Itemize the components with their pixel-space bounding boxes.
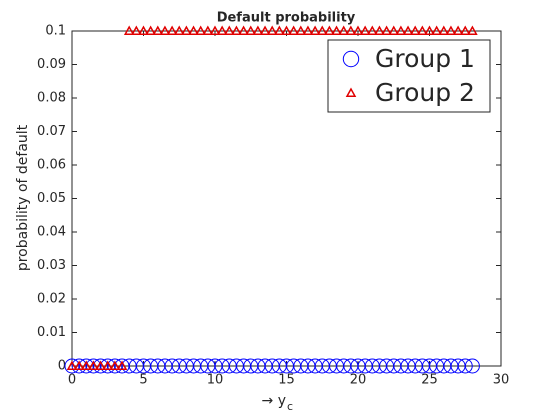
point [445, 25, 457, 35]
point [266, 25, 278, 35]
point [409, 25, 421, 35]
point [288, 25, 299, 35]
point [88, 360, 99, 370]
point [123, 25, 135, 35]
point [459, 25, 471, 35]
point [367, 25, 378, 35]
point [438, 25, 450, 35]
y-axis-label: probability of default [15, 124, 31, 271]
point [464, 358, 480, 374]
point [252, 25, 264, 35]
point [395, 25, 407, 35]
point [374, 25, 385, 35]
point [338, 25, 349, 35]
point [95, 360, 106, 370]
point [145, 25, 156, 35]
point [345, 25, 357, 35]
y-tick-label: 0.08 [37, 91, 66, 106]
y-tick-label: 0.03 [37, 258, 66, 273]
point [238, 25, 249, 35]
y-tick-label: 0.04 [37, 225, 66, 240]
y-tick-label: 0.07 [37, 124, 66, 139]
x-tick-label: 15 [278, 373, 295, 388]
chart-title: Default probability [217, 11, 356, 26]
x-tick-label: 10 [207, 373, 224, 388]
point [81, 360, 92, 370]
point [181, 25, 192, 35]
y-tick-label: 0.02 [37, 292, 66, 307]
y-tick-label: 0.01 [37, 325, 66, 340]
point [452, 25, 464, 35]
point [231, 25, 242, 35]
point [359, 25, 371, 35]
point [388, 25, 400, 35]
legend-marker [345, 87, 357, 97]
legend-label: Group 2 [375, 78, 475, 107]
point [417, 25, 428, 35]
point [467, 25, 478, 35]
point [324, 25, 335, 35]
point [224, 25, 235, 35]
point [381, 25, 392, 35]
point [402, 25, 414, 35]
point [109, 360, 121, 370]
point [259, 25, 271, 35]
point [316, 25, 328, 35]
x-tick-label: 20 [350, 373, 367, 388]
point [302, 25, 314, 35]
x-tick-label: 30 [493, 373, 510, 388]
x-tick-label: 25 [421, 373, 438, 388]
point [188, 25, 199, 35]
point [66, 360, 78, 370]
point [281, 25, 292, 35]
y-tick-label: 0 [58, 359, 66, 374]
legend-label: Group 1 [375, 44, 475, 73]
point [152, 25, 164, 35]
point [159, 25, 171, 35]
point [102, 360, 114, 370]
point [173, 25, 185, 35]
point [166, 25, 178, 35]
y-tick-label: 0.06 [37, 158, 66, 173]
point [309, 25, 321, 35]
point [431, 25, 442, 35]
point [138, 25, 149, 35]
y-tick-label: 0.1 [45, 24, 66, 39]
x-tick-label: 0 [68, 373, 76, 388]
point [245, 25, 257, 35]
point [202, 25, 214, 35]
y-tick-label: 0.09 [37, 57, 66, 72]
x-axis-label: → y [262, 393, 286, 409]
legend-marker [342, 50, 360, 68]
point [216, 25, 228, 35]
y-tick-label: 0.05 [37, 191, 66, 206]
point [209, 25, 221, 35]
point [331, 25, 342, 35]
point [295, 25, 307, 35]
point [195, 25, 206, 35]
point [457, 358, 473, 374]
point [131, 25, 142, 35]
point [274, 25, 285, 35]
point [73, 360, 85, 370]
x-axis-label-subscript: c [287, 400, 293, 413]
point [116, 360, 128, 370]
point [352, 25, 364, 35]
point [424, 25, 435, 35]
x-tick-label: 5 [139, 373, 147, 388]
